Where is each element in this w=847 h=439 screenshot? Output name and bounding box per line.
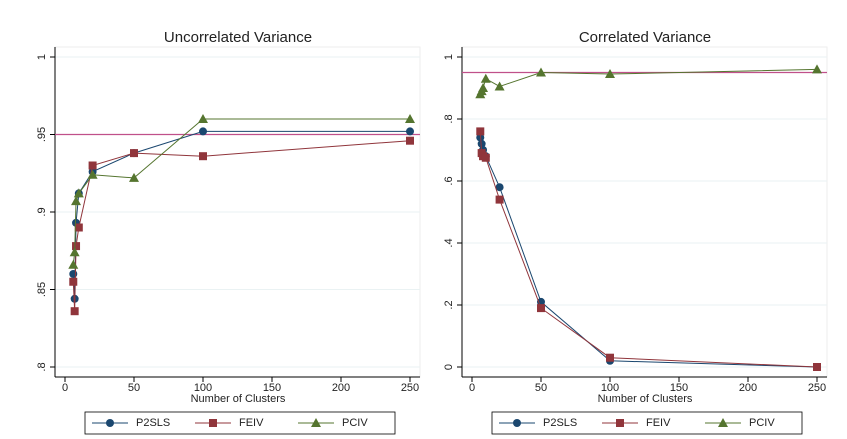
marker bbox=[209, 419, 217, 427]
y-tick-label: .8 bbox=[36, 362, 48, 371]
marker bbox=[718, 418, 728, 427]
y-tick-label: .95 bbox=[36, 127, 48, 142]
marker bbox=[476, 127, 485, 136]
marker bbox=[536, 67, 546, 77]
y-tick-label: .2 bbox=[443, 300, 455, 309]
x-tick-label: 200 bbox=[739, 382, 757, 394]
y-tick-label: 0 bbox=[443, 364, 455, 370]
marker bbox=[478, 83, 489, 92]
plot-frame bbox=[461, 46, 828, 378]
legend-box bbox=[491, 411, 803, 435]
x-axis-title: Number of Clusters bbox=[191, 393, 286, 405]
y-tick-label: .85 bbox=[36, 282, 48, 297]
marker bbox=[72, 242, 81, 251]
marker bbox=[813, 363, 821, 371]
marker bbox=[130, 149, 138, 158]
legend: P2SLS FEIV PCIV bbox=[84, 411, 396, 435]
marker bbox=[74, 223, 83, 232]
marker bbox=[199, 152, 207, 161]
x-tick-label: 100 bbox=[194, 382, 212, 394]
marker bbox=[69, 270, 78, 278]
x-tick-label: 50 bbox=[535, 382, 547, 394]
x-tick-label: 150 bbox=[263, 382, 281, 394]
marker bbox=[812, 64, 822, 74]
panel: Correlated Variance 0 .2 .4 .6 .8 1 0 50 100 150 20… bbox=[443, 29, 828, 435]
legend-label: PCIV bbox=[749, 417, 775, 429]
y-tick-label: .8 bbox=[443, 114, 455, 123]
marker bbox=[481, 153, 490, 162]
marker bbox=[68, 259, 79, 269]
marker bbox=[71, 196, 82, 206]
x-tick-label: 250 bbox=[401, 382, 419, 394]
legend-label: PCIV bbox=[342, 417, 368, 429]
marker bbox=[616, 419, 624, 427]
marker bbox=[69, 277, 78, 286]
x-tick-label: 50 bbox=[128, 382, 140, 394]
marker bbox=[87, 169, 98, 179]
x-tick-label: 0 bbox=[62, 382, 68, 394]
marker bbox=[311, 418, 321, 427]
legend-label: FEIV bbox=[646, 417, 671, 429]
x-axis-title: Number of Clusters bbox=[598, 393, 693, 405]
marker bbox=[88, 161, 97, 170]
marker bbox=[73, 188, 84, 198]
x-tick-label: 200 bbox=[332, 382, 350, 394]
legend-box bbox=[84, 411, 396, 435]
marker bbox=[406, 136, 414, 145]
legend-label: FEIV bbox=[239, 417, 264, 429]
marker bbox=[406, 127, 414, 136]
x-tick-label: 150 bbox=[670, 382, 688, 394]
y-tick-label: 1 bbox=[36, 54, 48, 60]
y-tick-label: 1 bbox=[443, 54, 455, 60]
y-tick-label: .9 bbox=[36, 207, 48, 216]
y-tick-label: .6 bbox=[443, 176, 455, 185]
x-tick-label: 0 bbox=[469, 382, 475, 394]
marker bbox=[537, 304, 545, 313]
series-line bbox=[72, 118, 410, 265]
chart-title: Uncorrelated Variance bbox=[164, 29, 312, 46]
marker bbox=[199, 127, 207, 136]
marker bbox=[106, 419, 114, 427]
marker bbox=[495, 183, 504, 192]
marker bbox=[606, 353, 614, 362]
marker bbox=[495, 195, 504, 204]
marker bbox=[129, 172, 139, 182]
marker bbox=[405, 114, 415, 123]
panel: Uncorrelated Variance .8 .85 .9 .95 1 0 50 100 15… bbox=[36, 29, 421, 435]
marker bbox=[605, 69, 615, 79]
marker bbox=[480, 73, 491, 83]
marker bbox=[494, 81, 505, 91]
y-tick-label: .4 bbox=[443, 238, 455, 247]
marker bbox=[513, 419, 521, 427]
x-tick-label: 100 bbox=[601, 382, 619, 394]
legend-label: P2SLS bbox=[136, 417, 170, 429]
marker bbox=[477, 139, 486, 148]
marker bbox=[69, 247, 80, 257]
x-tick-label: 250 bbox=[808, 382, 826, 394]
marker bbox=[70, 307, 79, 316]
series-line bbox=[72, 140, 411, 312]
legend: P2SLS FEIV PCIV bbox=[491, 411, 803, 435]
chart-title: Correlated Variance bbox=[579, 29, 711, 46]
legend-label: P2SLS bbox=[543, 417, 577, 429]
marker bbox=[198, 114, 208, 123]
